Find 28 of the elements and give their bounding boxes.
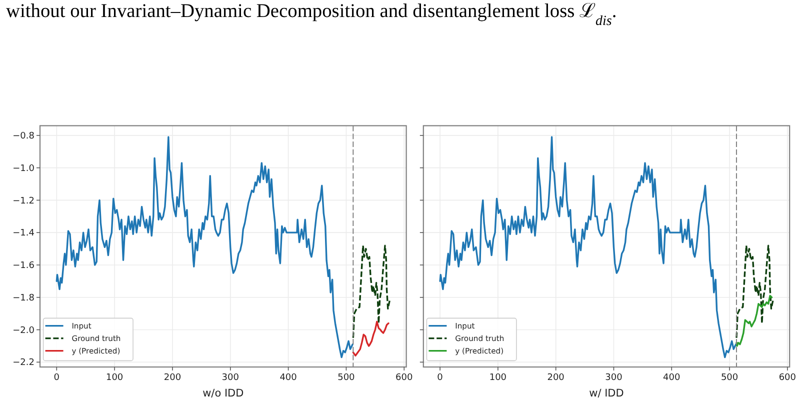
x-tick-label: 100: [106, 373, 124, 383]
x-tick-label: 300: [605, 373, 623, 383]
x-tick-label: 100: [489, 373, 507, 383]
text: without our Invariant–Dynamic Decomposition and disentanglement loss ℒ$_{dis}$.: [6, 1, 617, 28]
x-tick-label: 600: [778, 373, 796, 383]
x-axis-title: w/o IDD: [202, 388, 244, 400]
x-axis-title: w/ IDD: [589, 388, 624, 400]
line-series: [56, 136, 354, 358]
y-tick-label: −1.0: [12, 164, 35, 174]
y-tick-label: −1.6: [12, 261, 35, 272]
x-tick-label: 600: [396, 373, 413, 383]
x-tick-label: 400: [280, 373, 298, 383]
y-tick-label: −1.4: [12, 228, 35, 239]
x-tick-label: 200: [164, 373, 182, 383]
x-tick-label: 500: [720, 373, 738, 383]
x-tick-label: 0: [437, 373, 444, 383]
x-tick-label: 400: [663, 373, 680, 383]
y-tick-label: −1.8: [12, 293, 35, 304]
x-tick-label: 300: [222, 373, 240, 383]
x-tick-label: 200: [547, 373, 565, 383]
y-tick-label: −0.8: [12, 131, 35, 142]
y-tick-label: −1.2: [12, 196, 34, 206]
x-tick-label: 500: [338, 373, 356, 383]
line-series: [352, 320, 390, 357]
x-tick-label: 0: [54, 373, 60, 383]
y-tick-label: −2.0: [12, 326, 35, 336]
line-series: [352, 244, 390, 339]
y-tick-label: −2.2: [12, 358, 34, 368]
